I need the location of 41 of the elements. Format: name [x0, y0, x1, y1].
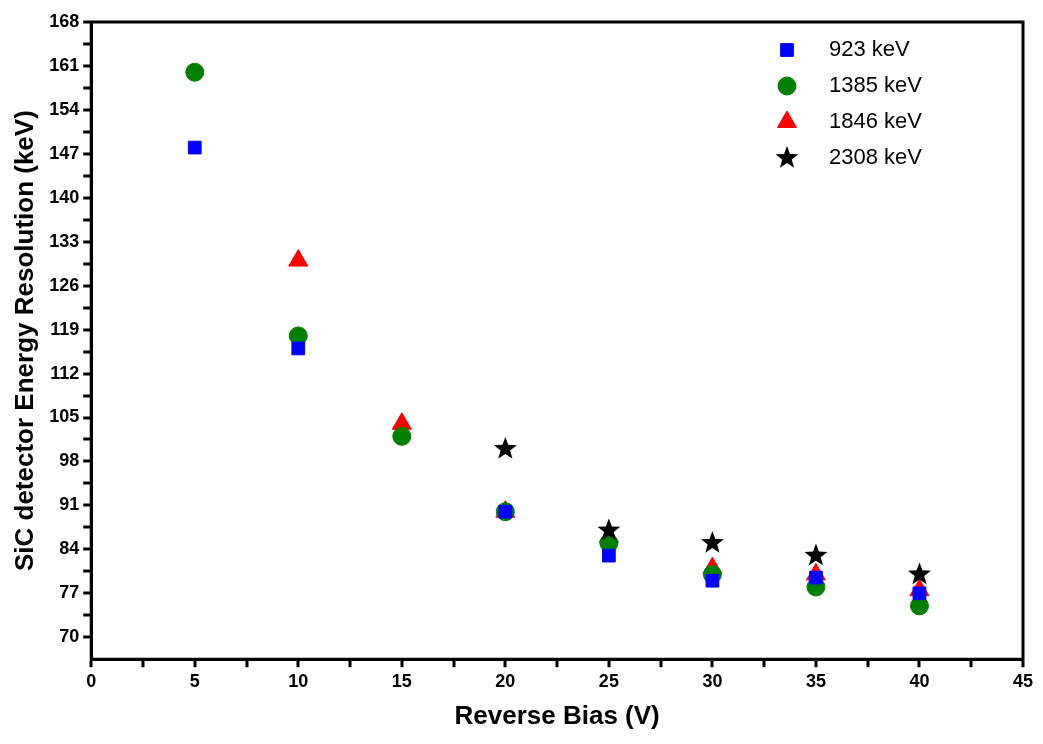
- point: [597, 518, 621, 541]
- point: [804, 543, 828, 566]
- y-tick-label: 77: [59, 582, 80, 603]
- y-tick-label: 70: [59, 626, 80, 647]
- point: [187, 140, 202, 155]
- x-tick-label: 35: [805, 670, 826, 691]
- point: [392, 426, 412, 446]
- legend-label: 2308 keV: [829, 144, 923, 170]
- y-tick-label: 126: [49, 274, 80, 295]
- y-tick-label: 168: [49, 10, 80, 31]
- y-tick-label: 133: [49, 230, 80, 251]
- y-tick-label: 91: [59, 494, 80, 515]
- point: [493, 436, 517, 459]
- x-tick-label: 45: [1012, 670, 1034, 691]
- y-tick-label: 105: [49, 406, 80, 427]
- y-tick-label: 140: [49, 186, 80, 207]
- point: [908, 562, 931, 585]
- y-tick-label: 147: [49, 142, 80, 163]
- y-tick-label: 84: [59, 538, 80, 559]
- x-tick-label: 40: [909, 670, 930, 691]
- point: [185, 62, 205, 82]
- x-tick-label: 25: [598, 670, 619, 691]
- y-tick-label: 119: [50, 318, 80, 339]
- x-tick-label: 15: [391, 670, 412, 691]
- point: [701, 531, 724, 553]
- y-tick-label: 161: [49, 54, 80, 75]
- y-axis-title: SiC detector Energy Resolution (keV): [8, 110, 39, 572]
- legend-label: 1385 keV: [829, 72, 923, 98]
- x-tick-label: 30: [702, 670, 723, 691]
- x-tick-label: 0: [86, 670, 97, 691]
- legend-label: 923 keV: [829, 36, 911, 62]
- x-axis-title: Reverse Bias (V): [454, 699, 660, 730]
- y-tick-label: 98: [59, 450, 80, 471]
- point: [602, 548, 616, 563]
- legend-label: 1846 keV: [829, 108, 923, 134]
- x-tick-label: 5: [189, 670, 200, 691]
- x-tick-label: 10: [288, 670, 309, 691]
- y-tick-label: 112: [50, 362, 80, 383]
- y-tick-label: 154: [49, 98, 80, 119]
- x-tick-label: 20: [495, 670, 516, 691]
- point: [291, 341, 306, 356]
